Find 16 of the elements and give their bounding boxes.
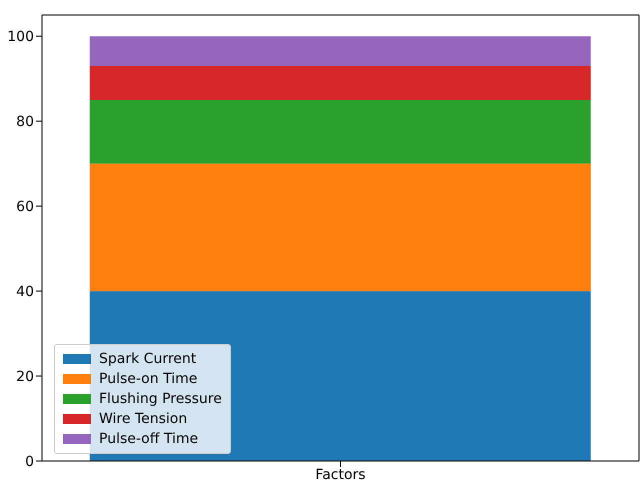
x-tick-label: Factors: [315, 466, 366, 483]
legend-label: Pulse-on Time: [99, 370, 198, 389]
y-tick-label: 40: [16, 284, 34, 300]
y-tick-label: 0: [25, 454, 34, 470]
bar: [90, 164, 591, 292]
legend-label: Wire Tension: [99, 410, 188, 429]
bar: [90, 36, 591, 66]
y-tick-label: 20: [16, 369, 34, 386]
legend-label: Spark Current: [99, 350, 196, 369]
y-tick-label: 100: [7, 29, 34, 46]
legend-label: Flushing Pressure: [99, 390, 222, 409]
y-tick-label: 80: [16, 114, 34, 130]
legend-label: Pulse-off Time: [99, 430, 198, 449]
bar: [90, 66, 591, 100]
bar: [90, 100, 591, 164]
y-tick-label: 60: [16, 199, 34, 216]
